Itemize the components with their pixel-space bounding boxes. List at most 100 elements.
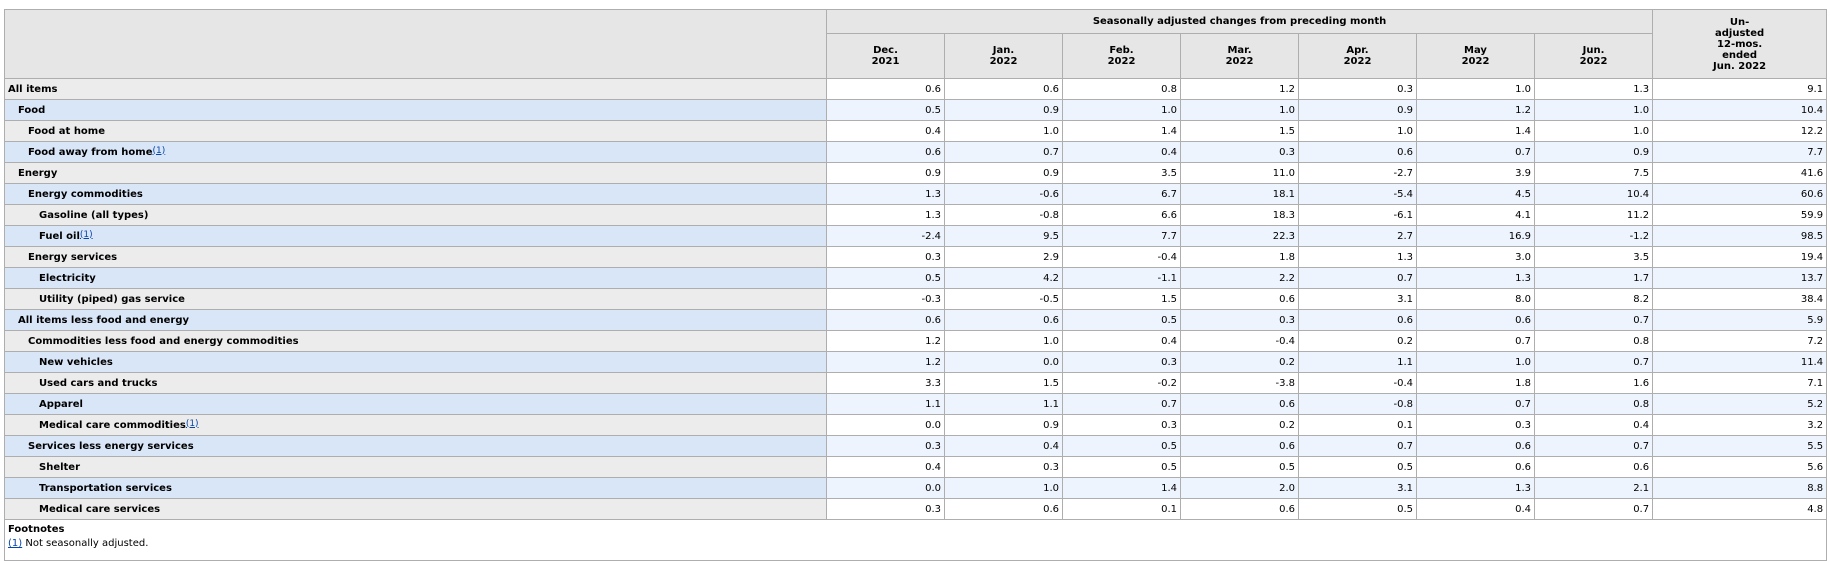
row-label-text: Electricity <box>39 272 96 284</box>
row-label-text: Food away from home <box>28 146 153 158</box>
row-label-text: Fuel oil <box>39 230 80 242</box>
table-row: Medical care services 0.3 0.6 0.1 0.6 0.5 0.4 0… <box>4 498 1828 520</box>
value-cell: 1.3 <box>1416 477 1535 499</box>
row-label: Apparel <box>4 393 827 415</box>
value-cell: 8.2 <box>1533 288 1654 310</box>
value-cell: 0.6 <box>826 309 945 331</box>
table-row: All items less food and energy 0.6 0.6 0.5 0… <box>4 309 1828 331</box>
value-cell: -1.1 <box>1062 267 1181 289</box>
value-cell: 6.6 <box>1062 204 1181 226</box>
value-cell: 1.0 <box>944 120 1063 142</box>
header-month-year: 2022 <box>1579 56 1608 67</box>
row-label: New vehicles <box>4 351 827 373</box>
header-month-name: Apr. <box>1346 45 1369 56</box>
value-cell: -0.5 <box>944 288 1063 310</box>
value-cell: 1.5 <box>1180 120 1299 142</box>
value-cell: 3.9 <box>1416 162 1535 184</box>
row-label-text: Commodities less food and energy commodi… <box>28 335 299 347</box>
value-cell: 0.8 <box>1533 393 1654 415</box>
value-cell: 0.6 <box>826 78 945 100</box>
footnote-ref-link[interactable]: (1) <box>79 229 93 240</box>
value-cell: 0.5 <box>1180 456 1299 478</box>
value-cell: 1.0 <box>944 477 1063 499</box>
value-cell: -5.4 <box>1298 183 1417 205</box>
row-label-text: All items <box>8 83 58 95</box>
value-cell: 1.8 <box>1416 372 1535 394</box>
value-cell: 1.8 <box>1180 246 1299 268</box>
value-cell: 0.7 <box>1533 435 1654 457</box>
value-cell: 0.3 <box>1062 351 1181 373</box>
value-cell: 1.3 <box>826 204 945 226</box>
row-label-text: Energy <box>18 167 58 179</box>
value-cell: 0.6 <box>1416 309 1535 331</box>
header-month-name: Dec. <box>873 45 898 56</box>
row-label-text: Utility (piped) gas service <box>39 293 185 305</box>
header-month-name: Feb. <box>1109 45 1134 56</box>
value-cell: 22.3 <box>1180 225 1299 247</box>
value-cell: 16.9 <box>1416 225 1535 247</box>
footnote-text: Not seasonally adjusted. <box>22 538 149 549</box>
value-cell: -6.1 <box>1298 204 1417 226</box>
value-cell: 7.7 <box>1062 225 1181 247</box>
value-cell: 0.6 <box>1416 456 1535 478</box>
table-row: Services less energy services 0.3 0.4 0.5 0.… <box>4 435 1828 457</box>
value-cell: 0.9 <box>944 99 1063 121</box>
value-cell: -0.2 <box>1062 372 1181 394</box>
value-cell: 60.6 <box>1652 183 1828 205</box>
row-label-text: Energy services <box>28 251 118 263</box>
value-cell: 2.9 <box>944 246 1063 268</box>
row-label-text: Apparel <box>39 398 83 410</box>
row-label-text: Transportation services <box>39 482 172 494</box>
value-cell: 0.7 <box>1298 435 1417 457</box>
value-cell: 1.2 <box>1180 78 1299 100</box>
table-body: All items 0.6 0.6 0.8 1.2 0.3 1.0 1.3 9.1 Food 0.5… <box>4 78 1828 520</box>
row-label-text: Food <box>18 104 46 116</box>
value-cell: 5.6 <box>1652 456 1828 478</box>
row-label-text: Medical care commodities <box>39 419 186 431</box>
value-cell: -0.4 <box>1180 330 1299 352</box>
row-label: Utility (piped) gas service <box>4 288 827 310</box>
table-row: Apparel 1.1 1.1 0.7 0.6 -0.8 0.7 0.8 5.2 <box>4 393 1828 415</box>
value-cell: 1.1 <box>826 393 945 415</box>
value-cell: 0.5 <box>1062 309 1181 331</box>
table-header: Seasonally adjusted changes from precedi… <box>4 9 1828 79</box>
table-row: Food 0.5 0.9 1.0 1.0 0.9 1.2 1.0 10.4 <box>4 99 1828 121</box>
value-cell: 7.2 <box>1652 330 1828 352</box>
footnote-marker-link[interactable]: (1) <box>8 538 23 549</box>
header-unadjusted-line: Jun. 2022 <box>1713 60 1767 72</box>
value-cell: 0.7 <box>1416 141 1535 163</box>
value-cell: 2.7 <box>1298 225 1417 247</box>
value-cell: 11.4 <box>1652 351 1828 373</box>
value-cell: 0.3 <box>1298 78 1417 100</box>
value-cell: 0.9 <box>1298 99 1417 121</box>
table-row: Utility (piped) gas service -0.3 -0.5 1.5 0.… <box>4 288 1828 310</box>
value-cell: 3.2 <box>1652 414 1828 436</box>
value-cell: 9.5 <box>944 225 1063 247</box>
value-cell: 4.1 <box>1416 204 1535 226</box>
footnote-ref-link[interactable]: (1) <box>152 145 166 156</box>
table-row: All items 0.6 0.6 0.8 1.2 0.3 1.0 1.3 9.1 <box>4 78 1828 100</box>
value-cell: -0.4 <box>1062 246 1181 268</box>
value-cell: 0.5 <box>1298 498 1417 520</box>
table-row: Electricity 0.5 4.2 -1.1 2.2 0.7 1.3 1.7 13.7 <box>4 267 1828 289</box>
header-month: Jun. 2022 <box>1533 33 1654 79</box>
value-cell: 1.0 <box>1298 120 1417 142</box>
value-cell: 18.1 <box>1180 183 1299 205</box>
footnote-ref-link[interactable]: (1) <box>185 418 199 429</box>
row-label: Commodities less food and energy commodi… <box>4 330 827 352</box>
value-cell: 0.3 <box>826 246 945 268</box>
table-row: Energy 0.9 0.9 3.5 11.0 -2.7 3.9 7.5 41.6 <box>4 162 1828 184</box>
row-label-text: Food at home <box>28 125 106 137</box>
row-label-text: Energy commodities <box>28 188 143 200</box>
header-month-year: 2022 <box>1343 56 1372 67</box>
value-cell: 1.5 <box>1062 288 1181 310</box>
row-label: Medical care services <box>4 498 827 520</box>
row-label: Energy commodities <box>4 183 827 205</box>
value-cell: 4.8 <box>1652 498 1828 520</box>
value-cell: 8.0 <box>1416 288 1535 310</box>
value-cell: -2.4 <box>826 225 945 247</box>
value-cell: 0.4 <box>1416 498 1535 520</box>
value-cell: 0.4 <box>826 456 945 478</box>
row-label: Food <box>4 99 827 121</box>
value-cell: 1.4 <box>1062 477 1181 499</box>
